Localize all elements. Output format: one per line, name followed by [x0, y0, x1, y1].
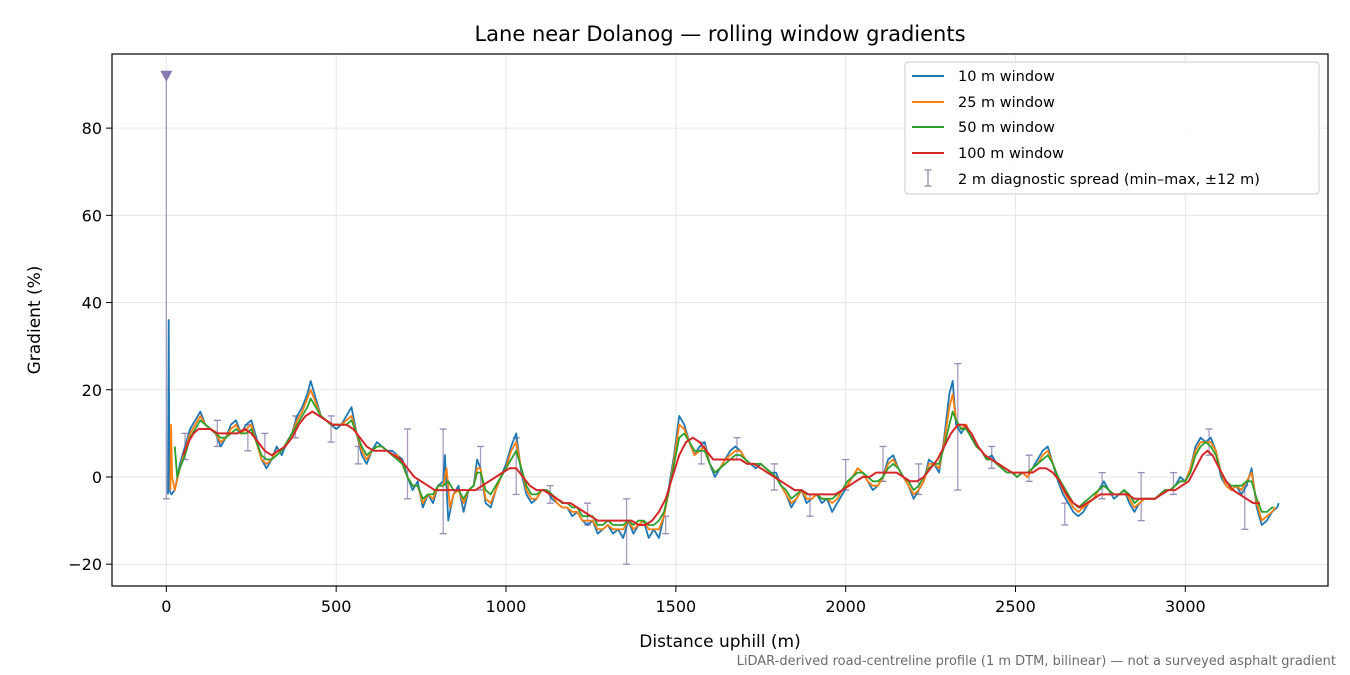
spread-bar	[1025, 454, 1033, 482]
legend-box	[904, 61, 1320, 195]
y-tick-label: −20	[68, 555, 102, 574]
spread-bar	[404, 428, 412, 500]
series-line-3	[173, 397, 1274, 526]
series-lines	[167, 319, 1280, 539]
y-tick-label: 0	[92, 468, 102, 487]
y-axis-label: Gradient (%)	[25, 266, 45, 375]
legend-label-25m: 25 m window	[958, 95, 1055, 111]
y-tick-label: 20	[82, 381, 102, 400]
x-axis-ticks: 0 500 1000 1500 2000 2500 3000	[161, 586, 1206, 616]
x-tick-label: 2500	[995, 597, 1036, 616]
spread-bar	[1061, 502, 1069, 526]
spread-bar	[1137, 471, 1145, 522]
x-tick-label: 500	[321, 597, 352, 616]
legend-label-10m: 10 m window	[958, 69, 1055, 85]
legend-swatch-spread	[924, 169, 932, 187]
spread-bar	[623, 498, 631, 565]
y-axis-ticks: −20 0 20 40 60 80	[68, 119, 112, 574]
legend-label-100m: 100 m window	[958, 146, 1064, 162]
spread-clip-marker	[160, 70, 173, 82]
x-tick-label: 3000	[1165, 597, 1206, 616]
legend: 10 m window 25 m window 50 m window 100 …	[904, 61, 1320, 195]
plot-frame	[111, 53, 1329, 587]
legend-label-50m: 50 m window	[958, 120, 1055, 136]
y-tick-label: 80	[82, 119, 102, 138]
x-tick-label: 0	[161, 597, 171, 616]
x-axis-label: Distance uphill (m)	[639, 632, 800, 652]
footnote: LiDAR-derived road-centreline profile (1…	[737, 654, 1336, 669]
x-tick-label: 1000	[486, 597, 527, 616]
grid-lines	[112, 54, 1328, 586]
x-tick-label: 2000	[825, 597, 866, 616]
y-tick-label: 60	[82, 206, 102, 225]
spread-bar	[327, 415, 335, 443]
legend-label-spread: 2 m diagnostic spread (min–max, ±12 m)	[958, 172, 1260, 188]
chart-title: Lane near Dolanog — rolling window gradi…	[474, 22, 965, 46]
y-tick-label: 40	[82, 294, 102, 313]
series-line-4	[182, 410, 1261, 526]
x-tick-label: 1500	[655, 597, 696, 616]
spread-bar	[988, 445, 996, 469]
